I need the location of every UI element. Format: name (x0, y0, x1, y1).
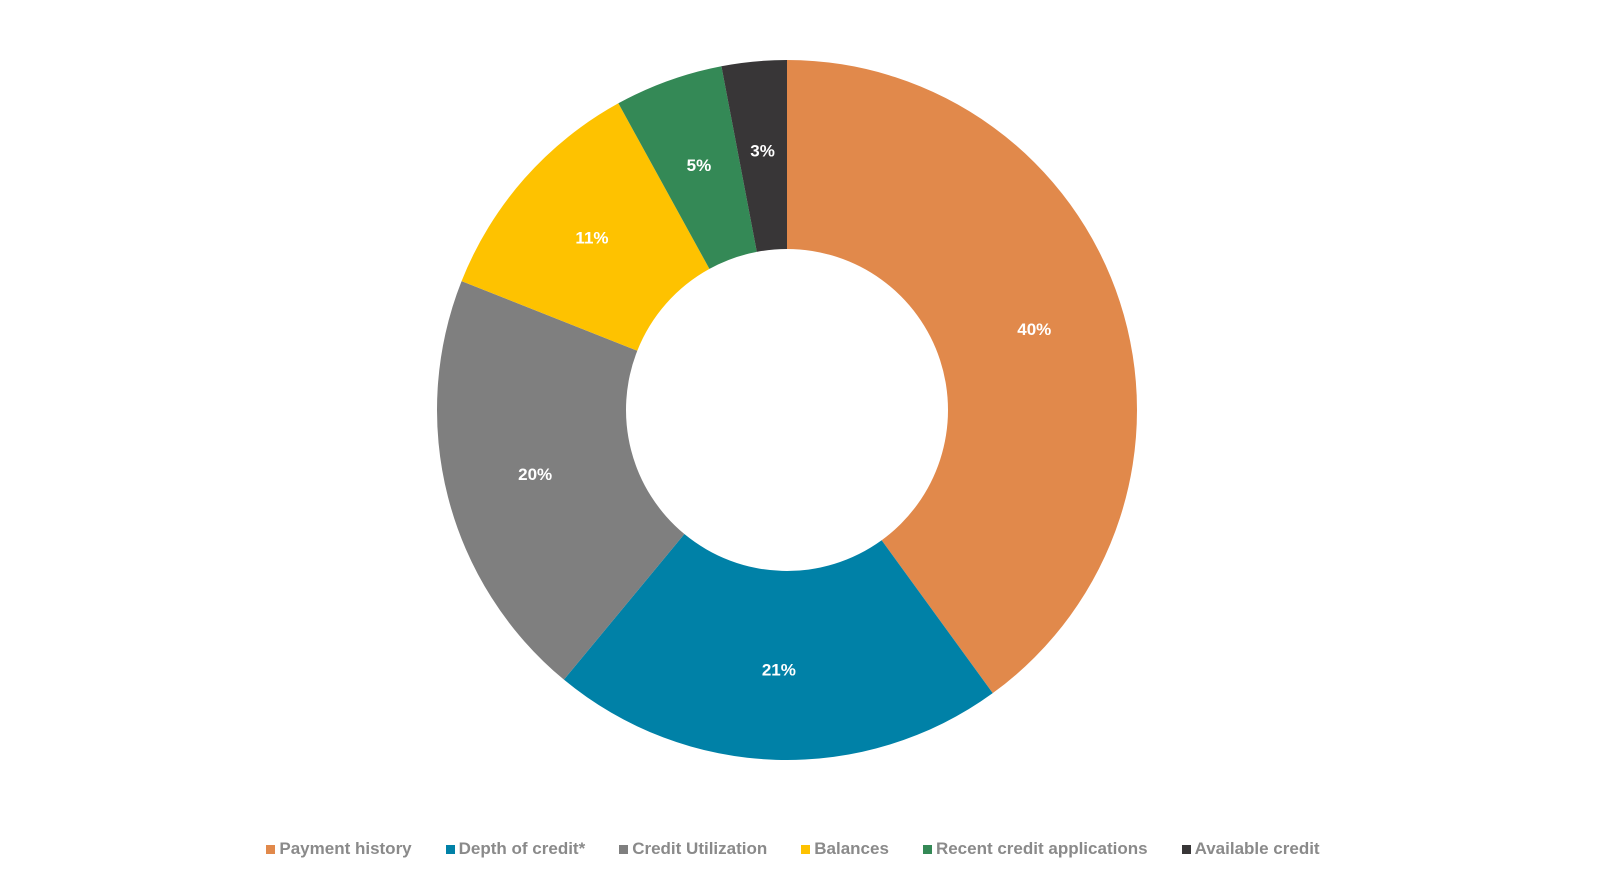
legend-swatch (1181, 844, 1191, 854)
legend-item-recent-credit-applications: Recent credit applications (922, 839, 1148, 859)
legend-item-credit-utilization: Credit Utilization (619, 839, 767, 859)
donut-chart: 40% 21% 20% 11% 5% 3% (437, 60, 1137, 760)
data-label-available-credit: 3% (750, 142, 775, 161)
legend-swatch (619, 844, 629, 854)
slice-available-credit (721, 60, 787, 252)
legend-label: Recent credit applications (935, 839, 1148, 858)
chart-legend: Payment history Depth of credit* Credit Ut… (0, 836, 1593, 862)
data-label-recent-credit-applications: 5% (687, 156, 712, 175)
legend-swatch (266, 844, 276, 854)
legend-label: Balances (814, 839, 889, 858)
slice-balances (461, 103, 710, 351)
legend-swatch (445, 844, 455, 854)
slice-depth-of-credit (563, 534, 993, 760)
data-label-credit-utilization: 20% (518, 465, 552, 484)
legend-label: Available credit (1194, 839, 1320, 858)
slices-group (437, 60, 1137, 760)
legend-label: Payment history (279, 839, 412, 858)
data-label-payment-history: 40% (1017, 320, 1051, 339)
legend-label: Credit Utilization (632, 839, 768, 858)
legend-item-depth-of-credit: Depth of credit* (445, 839, 586, 859)
legend-swatch (801, 844, 811, 854)
slice-credit-utilization (437, 281, 685, 680)
data-label-balances: 11% (575, 229, 608, 248)
data-labels-group: 40% 21% 20% 11% 5% 3% (518, 142, 1051, 680)
legend-item-payment-history: Payment history (266, 839, 412, 859)
legend-item-available-credit: Available credit (1181, 839, 1320, 859)
legend-item-balances: Balances (801, 839, 889, 859)
donut-chart-svg: 40% 21% 20% 11% 5% 3% (437, 60, 1137, 760)
slice-recent-credit-applications (618, 66, 757, 269)
slice-payment-history (787, 60, 1137, 694)
legend-swatch (922, 844, 932, 854)
legend-label: Depth of credit* (458, 839, 586, 858)
data-label-depth-of-credit: 21% (762, 660, 796, 679)
